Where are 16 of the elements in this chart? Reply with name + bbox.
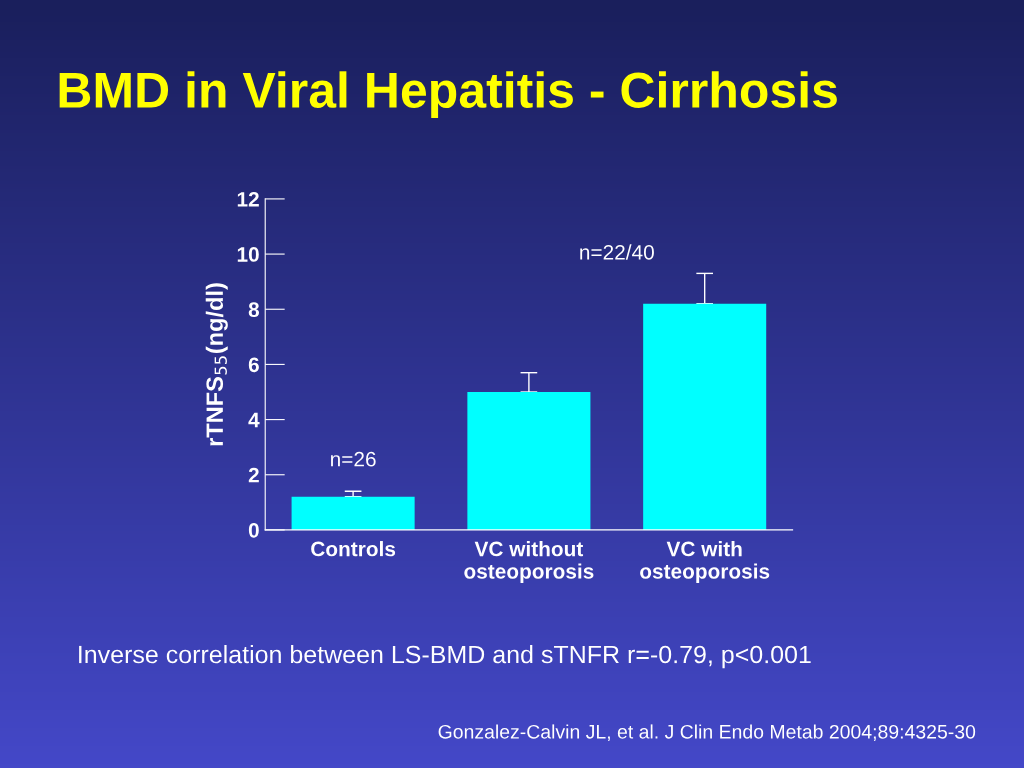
y-tick-label: 6 xyxy=(248,357,259,373)
x-tick-label: VC without osteoporosis xyxy=(464,541,594,583)
y-tick-label: 4 xyxy=(248,412,260,428)
y-axis-title: rTNFS$_{55}$(ng/dl) xyxy=(205,283,228,446)
y-tick-label: 2 xyxy=(248,467,259,483)
y-tick-label: 10 xyxy=(237,247,259,262)
x-tick-label: Controls xyxy=(311,541,396,557)
annotation: n=26 xyxy=(331,451,376,467)
text: Gonzalez-Calvin JL, et al. J Clin Endo Metab 2004;89:4325-30 xyxy=(438,724,976,741)
x-tick-label: VC with osteoporosis xyxy=(640,541,770,583)
y-tick-label: 12 xyxy=(237,191,259,207)
y-tick-label: 0 xyxy=(248,522,259,538)
chart-title: BMD in Viral Hepatitis - Cirrhosis xyxy=(59,71,837,118)
annotation: n=22/40 xyxy=(580,244,654,260)
y-tick-label: 8 xyxy=(248,302,260,317)
text: Inverse correlation between LS-BMD and sTNFR r=-0.79, p<0.001 xyxy=(79,644,811,669)
